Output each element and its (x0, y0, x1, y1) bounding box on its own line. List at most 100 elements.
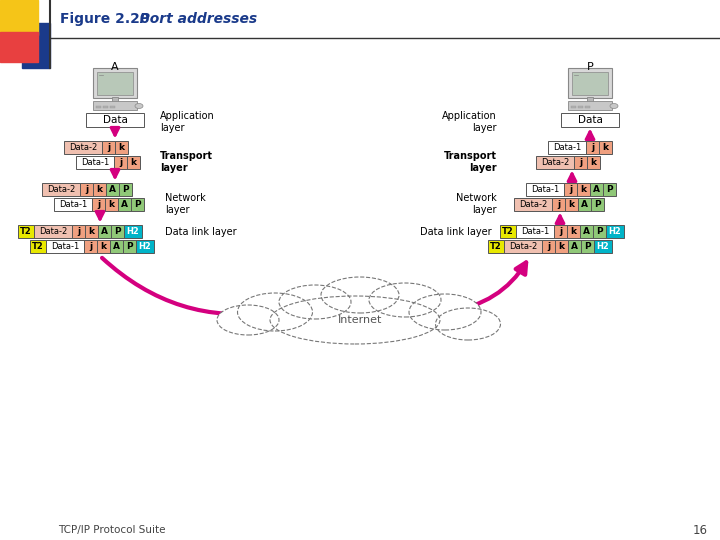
Bar (581, 240, 594, 253)
Bar (564, 183, 577, 196)
Bar (500, 225, 516, 238)
Text: A: A (101, 227, 108, 236)
Text: A: A (111, 62, 119, 72)
Bar (554, 225, 567, 238)
Bar (568, 68, 612, 98)
Bar (115, 141, 128, 154)
Text: Internet: Internet (338, 315, 382, 325)
Text: Data-1: Data-1 (59, 200, 87, 209)
Text: P: P (587, 62, 593, 72)
Text: T2: T2 (32, 242, 44, 251)
Bar (585, 106, 590, 108)
Bar (93, 68, 137, 98)
Bar (131, 198, 144, 211)
Text: P: P (596, 227, 603, 236)
Bar (590, 183, 603, 196)
Bar (54, 198, 92, 211)
Text: k: k (559, 242, 564, 251)
Text: T2: T2 (502, 227, 514, 236)
Text: j: j (77, 227, 80, 236)
Text: 16: 16 (693, 523, 708, 537)
Text: T2: T2 (20, 227, 32, 236)
Bar (85, 225, 98, 238)
Ellipse shape (238, 293, 312, 331)
Bar (93, 101, 137, 110)
Text: j: j (547, 242, 550, 251)
Bar (93, 183, 106, 196)
Bar (102, 141, 115, 154)
Text: Data link layer: Data link layer (165, 227, 237, 237)
Bar (42, 183, 80, 196)
Bar (111, 225, 124, 238)
Bar (86, 113, 144, 127)
Bar (22, 23, 50, 68)
Text: j: j (559, 227, 562, 236)
Bar (572, 72, 608, 95)
Bar (594, 240, 612, 253)
Bar (568, 240, 581, 253)
Text: A: A (583, 227, 590, 236)
Text: Data-1: Data-1 (51, 242, 79, 251)
Bar (80, 183, 93, 196)
Bar (577, 183, 590, 196)
Bar (542, 240, 555, 253)
Bar (561, 113, 619, 127)
Text: k: k (580, 185, 587, 194)
Bar (110, 240, 123, 253)
Text: Data-1: Data-1 (531, 185, 559, 194)
Text: k: k (569, 200, 575, 209)
Bar (98, 225, 111, 238)
Text: Data-1: Data-1 (553, 143, 581, 152)
Ellipse shape (436, 308, 500, 340)
Bar (504, 240, 542, 253)
Bar (34, 225, 72, 238)
Text: Data-2: Data-2 (69, 143, 97, 152)
Text: Transport
layer: Transport layer (444, 151, 497, 173)
Text: k: k (89, 227, 94, 236)
Ellipse shape (279, 285, 351, 319)
Text: Application
layer: Application layer (160, 111, 215, 133)
Text: j: j (569, 185, 572, 194)
Text: Data-2: Data-2 (47, 185, 75, 194)
Text: P: P (594, 200, 600, 209)
Ellipse shape (369, 283, 441, 317)
Text: j: j (89, 242, 92, 251)
Bar (565, 198, 578, 211)
Ellipse shape (321, 277, 399, 313)
Bar (124, 225, 142, 238)
Text: Network
layer: Network layer (165, 193, 206, 215)
Text: H2: H2 (139, 242, 151, 251)
Bar (574, 156, 587, 169)
Bar (0, 0, 38, 35)
Text: k: k (101, 242, 107, 251)
Bar (127, 156, 140, 169)
Text: Data-2: Data-2 (509, 242, 537, 251)
Text: k: k (603, 143, 608, 152)
Bar (118, 198, 131, 211)
Bar (603, 183, 616, 196)
Text: A: A (581, 200, 588, 209)
Bar (526, 183, 564, 196)
Bar (96, 106, 101, 108)
Bar (110, 106, 115, 108)
Text: Data: Data (577, 115, 603, 125)
Text: k: k (96, 185, 102, 194)
Bar (516, 225, 554, 238)
Bar (18, 225, 34, 238)
Bar (84, 240, 97, 253)
Text: j: j (119, 158, 122, 167)
Text: Data link layer: Data link layer (420, 227, 492, 237)
Text: k: k (130, 158, 137, 167)
Bar (488, 240, 504, 253)
Text: Data-1: Data-1 (81, 158, 109, 167)
Text: k: k (109, 200, 114, 209)
Text: A: A (593, 185, 600, 194)
Bar (0, 32, 38, 62)
Text: Data-2: Data-2 (519, 200, 547, 209)
Bar (46, 240, 84, 253)
Bar (72, 225, 85, 238)
Text: j: j (97, 200, 100, 209)
Text: Data-2: Data-2 (541, 158, 569, 167)
Bar (552, 198, 565, 211)
Bar (568, 101, 612, 110)
